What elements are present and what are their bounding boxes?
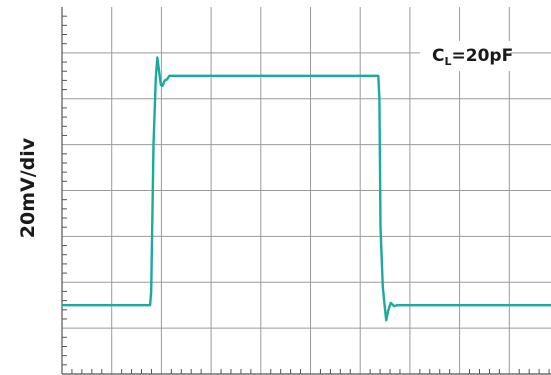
y-axis-label-container: 20mV/div xyxy=(8,0,48,375)
annotation-base: C xyxy=(432,46,445,66)
y-axis-label: 20mV/div xyxy=(17,137,39,238)
annotation-value: =20pF xyxy=(451,46,514,66)
annotation-subscript: L xyxy=(444,55,452,68)
load-capacitance-annotation: CL=20pF xyxy=(420,41,513,71)
signal-trace xyxy=(62,56,551,322)
